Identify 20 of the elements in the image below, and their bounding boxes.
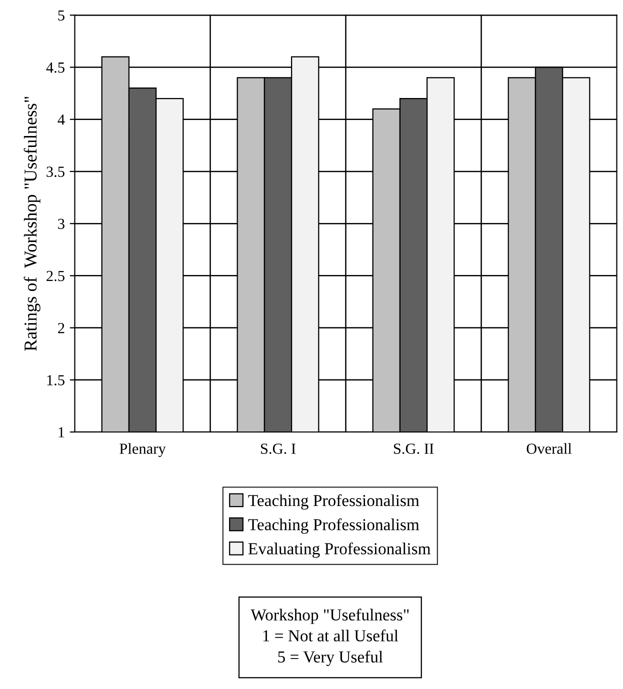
x-tick-label: Plenary [120,443,166,458]
y-axis-title: Ratings of Workshop "Usefulness" [24,96,40,351]
y-tick-label: 5 [58,10,64,21]
y-tick-label: 1 [58,427,64,438]
y-tick-label: 2.5 [46,270,64,282]
y-tick-label: 3 [58,218,64,230]
x-tick-label: S.G. II [394,444,434,454]
y-tick-label: 3.5 [46,166,64,177]
y-tick-label: 1.5 [47,375,64,386]
y-tick-label: 4 [58,114,65,125]
text: Workshop "Usefulness" [250,608,409,624]
text: 5 = Very Useful [278,650,383,666]
legend-label: Teaching Professionalism [248,494,420,510]
legend-label: Evaluating Professionalism [248,542,431,558]
y-tick-label: 2 [58,322,64,334]
text: 1 = Not at all Useful [263,630,398,642]
x-tick-label: S.G. I [261,444,296,454]
legend-label: Teaching Professionalism [248,518,420,534]
y-tick-label: 4.5 [46,62,64,73]
x-tick-label: Overall [526,443,572,454]
